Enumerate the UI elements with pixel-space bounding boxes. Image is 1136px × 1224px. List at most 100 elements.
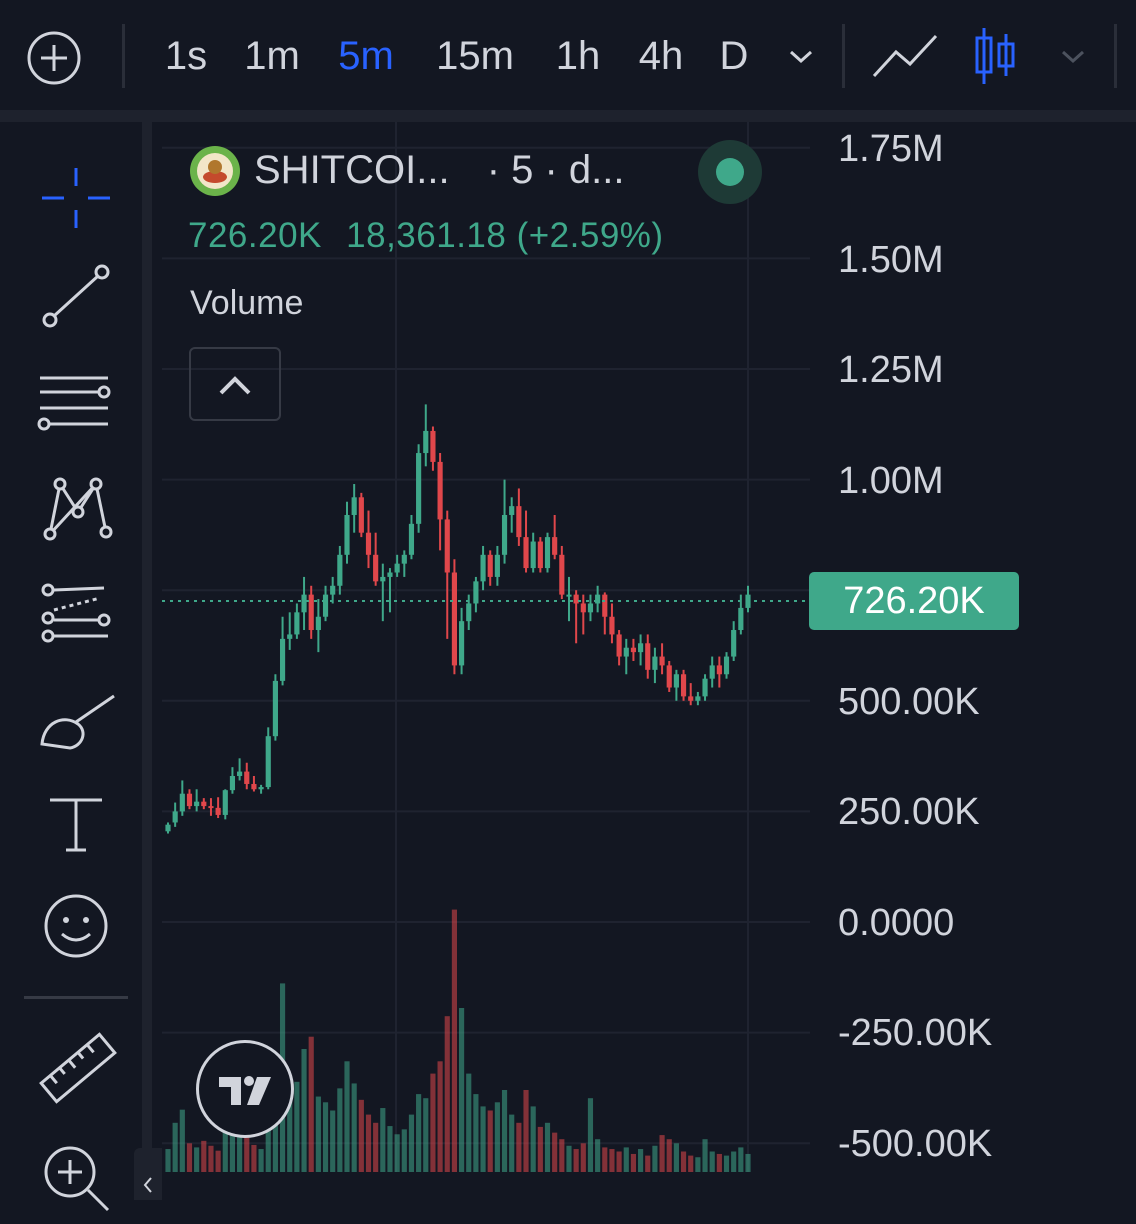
volume-bar: [444, 1016, 450, 1172]
last-price: 726.20K: [188, 216, 322, 255]
forecast-icon[interactable]: [30, 570, 122, 662]
candle-body: [222, 790, 228, 815]
volume-bar: [222, 1132, 228, 1172]
volume-bar: [380, 1108, 386, 1172]
volume-bar: [408, 1114, 415, 1172]
collapse-indicators-button[interactable]: [189, 347, 281, 421]
crosshair-icon[interactable]: [30, 152, 122, 244]
candle-body: [501, 514, 508, 555]
timeframe-5m[interactable]: 5m: [338, 34, 394, 78]
timeframe-d[interactable]: D: [719, 34, 749, 78]
candle-body: [630, 647, 637, 653]
market-status-indicator[interactable]: [698, 140, 762, 204]
volume-bar: [308, 1036, 314, 1172]
volume-bar: [602, 1147, 608, 1172]
candle-body: [566, 594, 572, 597]
symbol-title[interactable]: SHITCOI... · 5 · d...: [254, 148, 625, 193]
candlestick-chart-icon[interactable]: [970, 24, 1020, 88]
volume-bar: [645, 1155, 651, 1172]
volume-bar: [401, 1129, 407, 1172]
candle-body: [358, 497, 364, 533]
candle-body: [408, 523, 415, 555]
timeframe-1m[interactable]: 1m: [244, 34, 300, 78]
chevron-down-icon[interactable]: [786, 44, 816, 68]
volume-bar: [494, 1102, 500, 1172]
candle-body: [401, 554, 407, 564]
line-chart-icon[interactable]: [870, 30, 940, 82]
volume-bar: [387, 1126, 393, 1172]
volume-bar: [702, 1139, 708, 1172]
tradingview-logo[interactable]: [196, 1040, 294, 1138]
pattern-icon[interactable]: [30, 462, 122, 554]
candle-body: [272, 680, 278, 737]
timeframe-1h[interactable]: 1h: [555, 34, 601, 78]
volume-bar: [344, 1061, 350, 1172]
candle-body: [544, 537, 551, 569]
volume-bar: [322, 1102, 329, 1172]
scroll-left-button[interactable]: [134, 1148, 162, 1200]
volume-bar: [552, 1132, 558, 1172]
volume-bar: [215, 1150, 221, 1172]
candle-body: [559, 554, 565, 595]
candle-body: [473, 581, 479, 604]
candle-body: [229, 776, 236, 791]
timeframe-15m[interactable]: 15m: [436, 34, 514, 78]
timeframe-1s[interactable]: 1s: [164, 34, 208, 78]
tradingview-logo-icon: [219, 1076, 271, 1105]
horizontal-lines-icon[interactable]: [30, 358, 122, 450]
ruler-icon[interactable]: [30, 1022, 122, 1114]
candle-body: [430, 430, 436, 462]
candle-body: [179, 793, 185, 812]
candle-body: [344, 514, 350, 555]
emoji-icon[interactable]: [30, 880, 122, 972]
candle-body: [530, 541, 536, 569]
candle-body: [337, 554, 343, 586]
volume-bar: [516, 1122, 522, 1172]
volume-bar: [172, 1122, 178, 1172]
volume-bar: [194, 1147, 200, 1172]
volume-bar: [416, 1094, 422, 1172]
volume-bar: [459, 1008, 465, 1172]
volume-bar: [659, 1135, 665, 1172]
volume-bar: [738, 1147, 744, 1172]
symbol-interval: · 5 · d...: [486, 148, 625, 192]
volume-bar: [509, 1114, 515, 1172]
candle-body: [587, 603, 594, 613]
candle-body: [365, 532, 372, 555]
volume-bar: [673, 1143, 679, 1172]
candle-body: [723, 656, 730, 675]
volume-indicator-label[interactable]: Volume: [190, 284, 304, 322]
candle-body: [652, 656, 658, 670]
candle-body: [258, 787, 264, 790]
candle-body: [695, 696, 701, 701]
add-symbol-icon[interactable]: [26, 30, 82, 86]
volume-bar: [595, 1139, 601, 1172]
trend-line-icon[interactable]: [30, 252, 122, 344]
candle-body: [573, 594, 579, 604]
volume-bar: [315, 1096, 321, 1172]
volume-bar: [165, 1149, 171, 1172]
candle-body: [537, 541, 543, 569]
candle-body: [595, 594, 601, 604]
text-tool-icon[interactable]: [30, 778, 122, 870]
chevron-left-icon: [143, 1177, 152, 1193]
current-price-tag[interactable]: 726.20K: [809, 572, 1019, 630]
candle-body: [330, 585, 336, 595]
coin-logo: [190, 146, 240, 196]
volume-bar: [695, 1157, 701, 1172]
volume-bar: [373, 1122, 379, 1172]
chevron-down-icon[interactable]: [1058, 44, 1088, 68]
volume-bar: [487, 1110, 493, 1172]
volume-bar: [709, 1151, 715, 1172]
timeframe-4h[interactable]: 4h: [638, 34, 684, 78]
volume-bar: [609, 1149, 615, 1172]
candle-body: [279, 638, 286, 681]
candle-body: [494, 554, 500, 577]
volume-bar: [358, 1099, 364, 1172]
volume-bar: [394, 1134, 400, 1172]
candle-body: [716, 665, 722, 675]
price-axis-label: 1.50M: [838, 239, 944, 281]
chevron-up-icon: [219, 376, 251, 395]
brush-icon[interactable]: [30, 678, 122, 770]
